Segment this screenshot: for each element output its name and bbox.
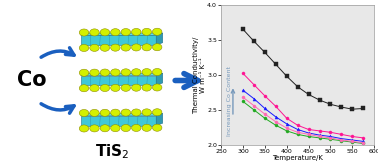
Text: Increasing Co Content: Increasing Co Content (227, 66, 232, 136)
Circle shape (132, 84, 141, 91)
Circle shape (79, 29, 89, 36)
Circle shape (132, 28, 141, 36)
Circle shape (142, 69, 152, 76)
Circle shape (152, 124, 162, 131)
Text: Co: Co (17, 71, 47, 90)
Circle shape (111, 84, 120, 91)
Circle shape (79, 69, 89, 76)
Circle shape (132, 44, 141, 51)
Circle shape (142, 109, 152, 116)
X-axis label: Temperature/K: Temperature/K (272, 156, 323, 161)
Circle shape (100, 125, 110, 132)
Circle shape (100, 109, 110, 116)
Circle shape (121, 44, 130, 51)
Polygon shape (156, 33, 163, 45)
Circle shape (79, 125, 89, 132)
Y-axis label: Thermal Conductivity/
W m⁻¹ K⁻¹: Thermal Conductivity/ W m⁻¹ K⁻¹ (193, 36, 206, 114)
Circle shape (152, 44, 162, 51)
Polygon shape (156, 73, 163, 85)
Circle shape (142, 28, 152, 35)
Circle shape (121, 124, 130, 132)
Circle shape (90, 29, 99, 36)
Polygon shape (81, 73, 163, 76)
Polygon shape (81, 76, 156, 85)
Circle shape (142, 84, 152, 91)
Polygon shape (81, 114, 163, 116)
Polygon shape (81, 116, 156, 126)
Circle shape (100, 69, 110, 76)
Circle shape (111, 125, 120, 132)
Circle shape (90, 44, 99, 51)
Circle shape (142, 44, 152, 51)
Circle shape (79, 109, 89, 117)
Circle shape (90, 69, 99, 76)
Circle shape (142, 124, 152, 131)
Circle shape (152, 109, 162, 116)
Circle shape (111, 44, 120, 51)
Circle shape (152, 28, 162, 35)
Polygon shape (81, 35, 156, 45)
Circle shape (79, 44, 89, 52)
Circle shape (121, 109, 130, 116)
Circle shape (132, 124, 141, 132)
Circle shape (90, 109, 99, 116)
Circle shape (121, 84, 130, 91)
Circle shape (121, 69, 130, 76)
Circle shape (79, 85, 89, 92)
Text: TiS$_2$: TiS$_2$ (95, 143, 129, 161)
Circle shape (100, 29, 110, 36)
Circle shape (111, 109, 120, 116)
Circle shape (121, 28, 130, 36)
Circle shape (100, 44, 110, 51)
Circle shape (111, 69, 120, 76)
Polygon shape (81, 33, 163, 35)
Circle shape (132, 109, 141, 116)
Circle shape (152, 68, 162, 76)
Circle shape (152, 84, 162, 91)
Circle shape (90, 85, 99, 92)
Circle shape (90, 125, 99, 132)
Polygon shape (156, 114, 163, 126)
Circle shape (100, 85, 110, 92)
Circle shape (132, 69, 141, 76)
Circle shape (111, 29, 120, 36)
